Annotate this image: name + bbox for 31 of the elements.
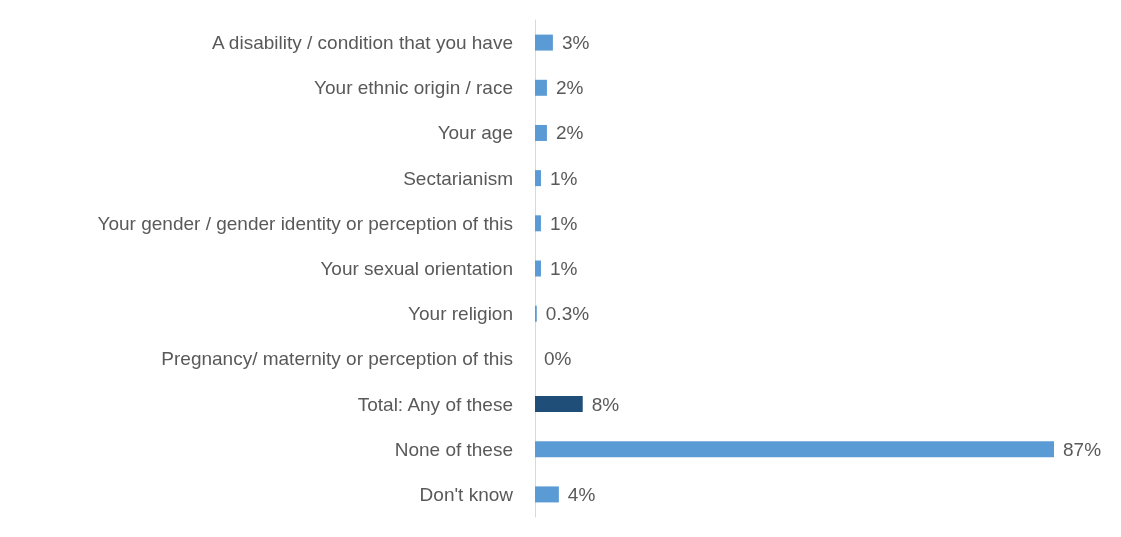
- bar: [535, 124, 547, 141]
- data-label: 3%: [561, 32, 590, 54]
- y-tick-label: Your ethnic origin / race: [314, 77, 513, 99]
- y-tick-label: None of these: [394, 438, 513, 460]
- data-label: 2%: [555, 77, 584, 99]
- data-label: 1%: [549, 258, 578, 279]
- y-tick-label: Your religion: [408, 303, 513, 325]
- y-tick-label: A disability / condition that you have: [211, 32, 513, 54]
- bar: [535, 260, 541, 277]
- data-label: 2%: [555, 122, 584, 144]
- data-label: 87%: [1063, 438, 1102, 460]
- data-label: 4%: [567, 483, 596, 505]
- y-tick-label: Total: Any of these: [357, 393, 513, 415]
- data-label: 1%: [549, 167, 578, 189]
- bar: [535, 486, 559, 503]
- bar: [535, 79, 547, 96]
- y-tick-label: Your gender / gender identity or perception of this: [97, 212, 513, 234]
- bar: [535, 441, 1054, 458]
- data-label: 0%: [544, 348, 572, 370]
- bar: [535, 396, 583, 413]
- y-tick-label: Pregnancy/ maternity or perception of this: [161, 348, 513, 370]
- bar: [535, 170, 541, 187]
- bar: [535, 215, 541, 232]
- y-tick-label: Your age: [437, 122, 513, 144]
- data-label: 1%: [549, 212, 578, 234]
- data-label: 8%: [591, 393, 620, 415]
- data-label: 0.3%: [545, 303, 590, 325]
- bar: [535, 34, 553, 51]
- y-tick-label: Sectarianism: [403, 167, 513, 189]
- y-tick-label: Your sexual orientation: [320, 258, 513, 279]
- y-tick-label: Don't know: [419, 483, 514, 505]
